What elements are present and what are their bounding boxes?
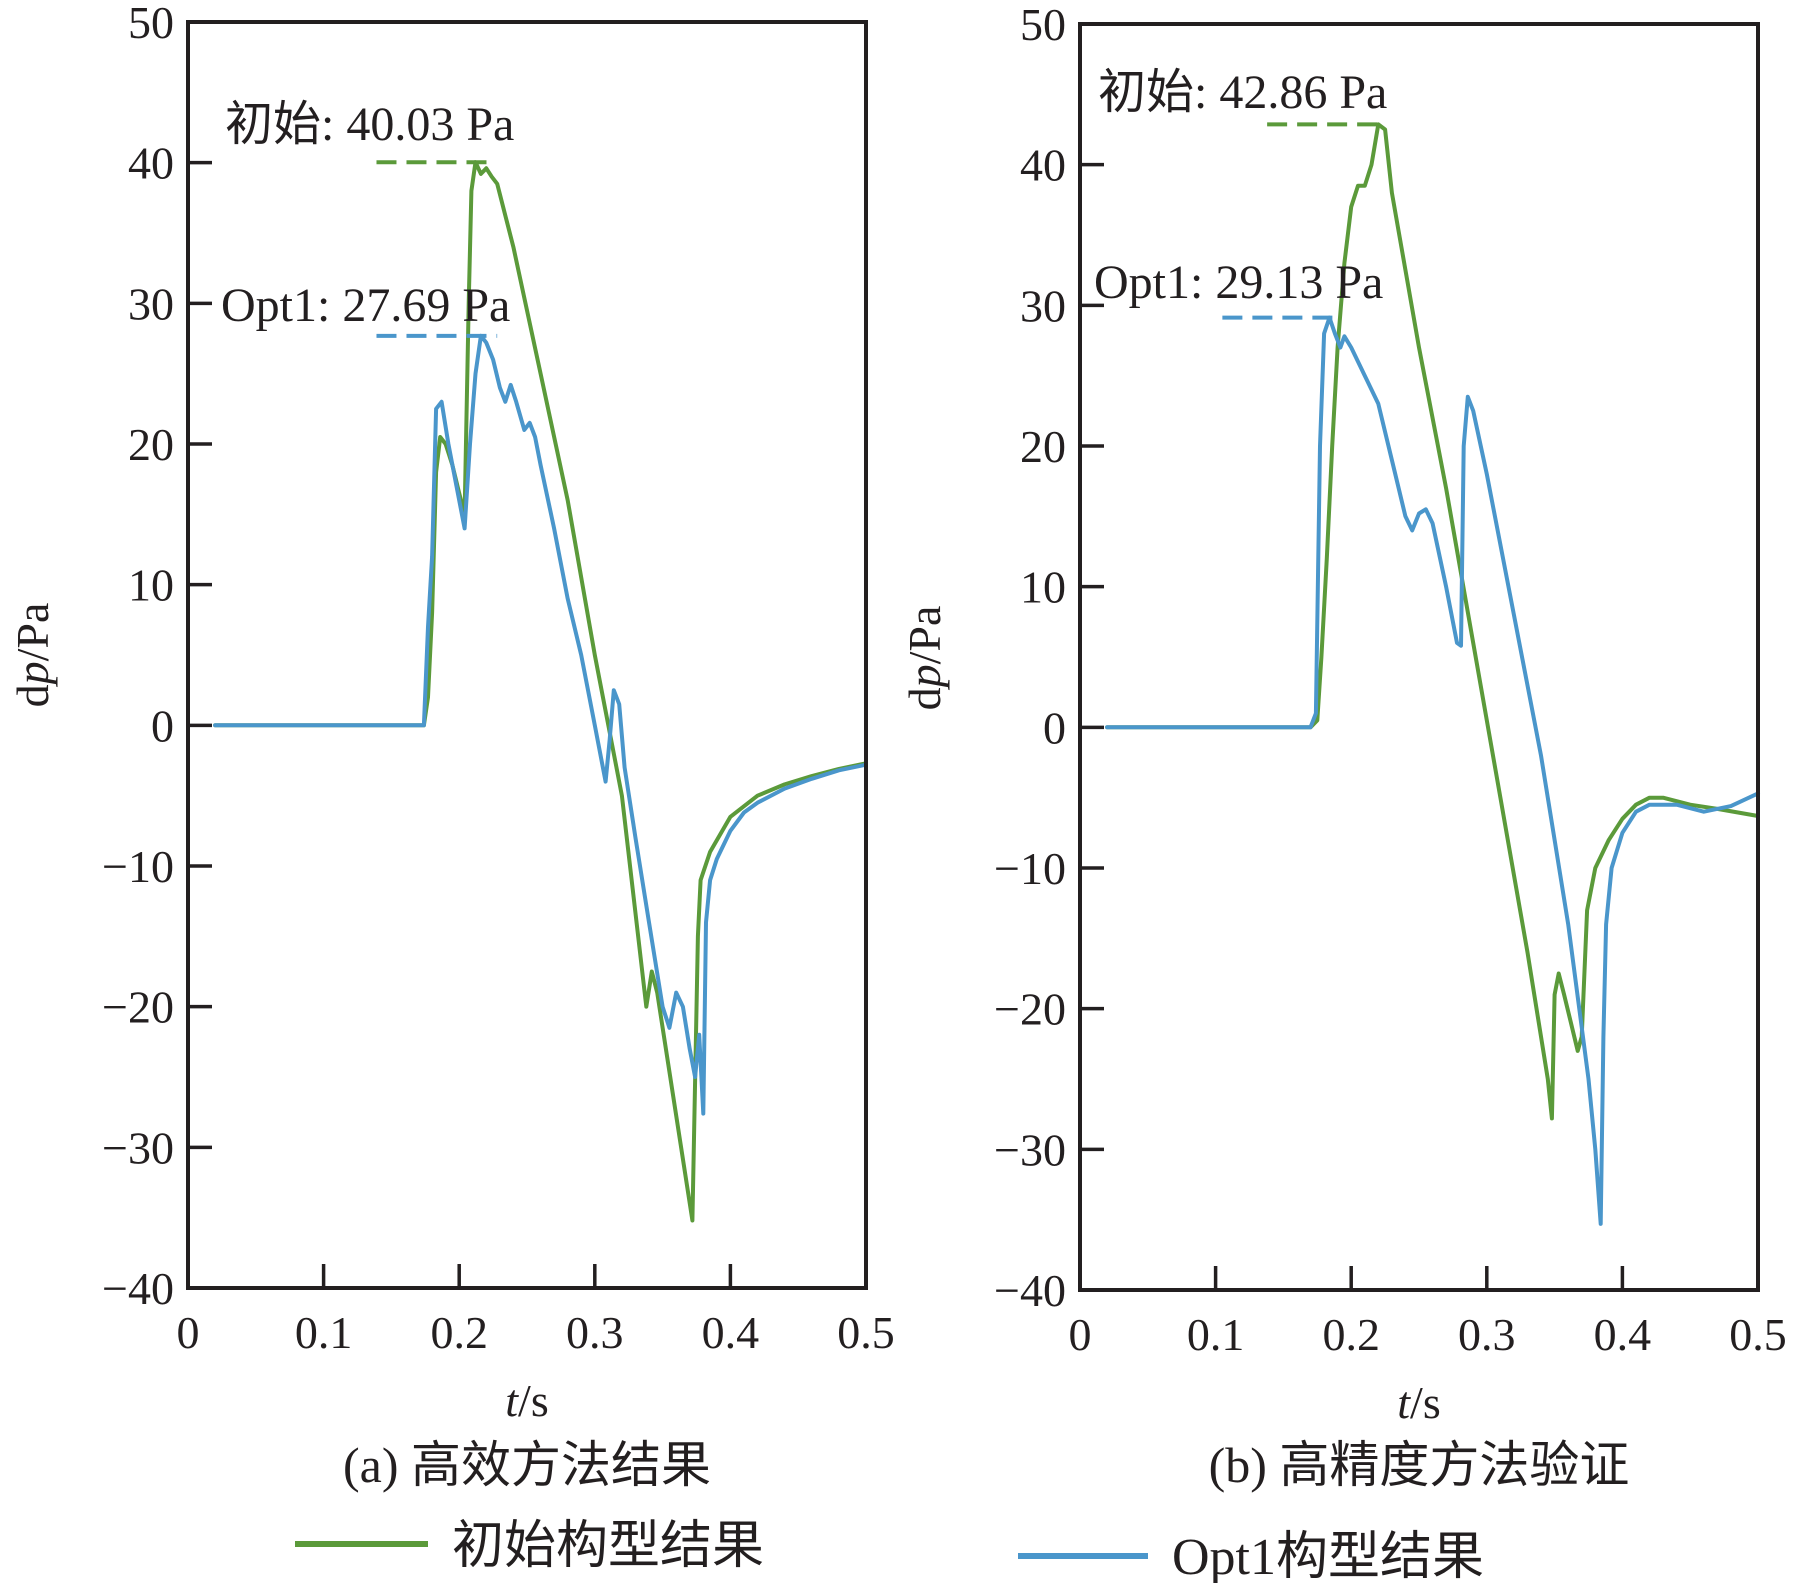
x-tick-label-b-5: 0.5 (1729, 1309, 1787, 1360)
caption-a: (a) 高效方法结果 (343, 1437, 711, 1493)
peak-label-opt1-a: Opt1: 27.69 Pa (221, 279, 510, 332)
y-tick-label-b-9: 50 (1020, 0, 1066, 50)
y-tick-label-b-5: 10 (1020, 562, 1066, 613)
y-tick-label-b-3: −10 (994, 843, 1066, 894)
axes-layer-a: −40 −30 −20 −10 0 10 20 30 40 50 0 0.1 0.2 0.3 0.4 0.5 (102, 0, 895, 1358)
x-tick-label-a-4: 0.4 (702, 1307, 760, 1358)
caption-b: (b) 高精度方法验证 (1209, 1437, 1630, 1493)
y-tick-label-b-2: −20 (994, 984, 1066, 1035)
y-tick-label-b-7: 30 (1020, 280, 1066, 331)
x-tick-label-a-3: 0.3 (566, 1307, 624, 1358)
series-line-opt1-a (213, 333, 868, 1116)
plot-frame-b (1078, 22, 1760, 1292)
x-tick-label-b-1: 0.1 (1187, 1309, 1245, 1360)
series-layer-a (213, 160, 868, 1223)
annotation-layer-b: 初始: 42.86 Pa Opt1: 29.13 Pa (1094, 66, 1387, 320)
y-tick-label-b-6: 20 (1020, 421, 1066, 472)
y-tick-label-b-0: −40 (994, 1265, 1066, 1316)
x-axis-label-a: t/s (505, 1375, 548, 1426)
peak-label-initial-b: 初始: 42.86 Pa (1098, 66, 1387, 119)
y-tick-label-a-4: 0 (151, 700, 174, 751)
legend-label-opt1: Opt1构型结果 (1172, 1529, 1484, 1583)
x-tick-label-a-1: 0.1 (295, 1307, 353, 1358)
annotation-layer-a: 初始: 40.03 Pa Opt1: 27.69 Pa (221, 98, 514, 338)
series-layer-b (1105, 122, 1760, 1226)
y-axis-label-a: dp/Pa (7, 603, 58, 708)
legend-label-initial: 初始构型结果 (452, 1518, 764, 1575)
plot-frame-a (186, 20, 868, 1290)
legend-item-opt1: Opt1构型结果 (1018, 1529, 1484, 1583)
x-tick-label-b-2: 0.2 (1322, 1309, 1380, 1360)
y-tick-label-b-8: 40 (1020, 140, 1066, 191)
y-tick-label-a-7: 30 (128, 278, 174, 329)
y-tick-label-a-2: −20 (102, 982, 174, 1033)
series-line-opt1-b (1105, 315, 1760, 1226)
x-tick-label-a-0: 0 (177, 1307, 200, 1358)
x-tick-label-b-4: 0.4 (1594, 1309, 1652, 1360)
y-tick-label-a-9: 50 (128, 0, 174, 48)
x-tick-label-b-3: 0.3 (1458, 1309, 1516, 1360)
y-axis-label-b: dp/Pa (899, 606, 950, 711)
y-tick-label-a-3: −10 (102, 841, 174, 892)
y-tick-label-b-1: −30 (994, 1124, 1066, 1175)
y-tick-label-a-1: −30 (102, 1122, 174, 1173)
x-axis-label-b: t/s (1397, 1377, 1440, 1428)
y-tick-label-a-0: −40 (102, 1263, 174, 1314)
legend-item-initial: 初始构型结果 (295, 1518, 764, 1575)
axes-layer-b: −40 −30 −20 −10 0 10 20 30 40 50 0 0.1 0.2 0.3 0.4 0.5 (994, 0, 1787, 1360)
y-tick-label-a-5: 10 (128, 560, 174, 611)
series-line-initial-b (1105, 122, 1760, 1121)
y-tick-label-b-4: 0 (1043, 702, 1066, 753)
peak-label-initial-a: 初始: 40.03 Pa (225, 98, 514, 151)
x-tick-label-a-5: 0.5 (837, 1307, 895, 1358)
legend: 初始构型结果 Opt1构型结果 (295, 1518, 1484, 1583)
y-tick-label-a-8: 40 (128, 138, 174, 189)
x-tick-label-b-0: 0 (1069, 1309, 1092, 1360)
x-tick-label-a-2: 0.2 (430, 1307, 488, 1358)
y-tick-label-a-6: 20 (128, 419, 174, 470)
series-line-initial-a (213, 160, 868, 1223)
peak-label-opt1-b: Opt1: 29.13 Pa (1094, 256, 1383, 309)
